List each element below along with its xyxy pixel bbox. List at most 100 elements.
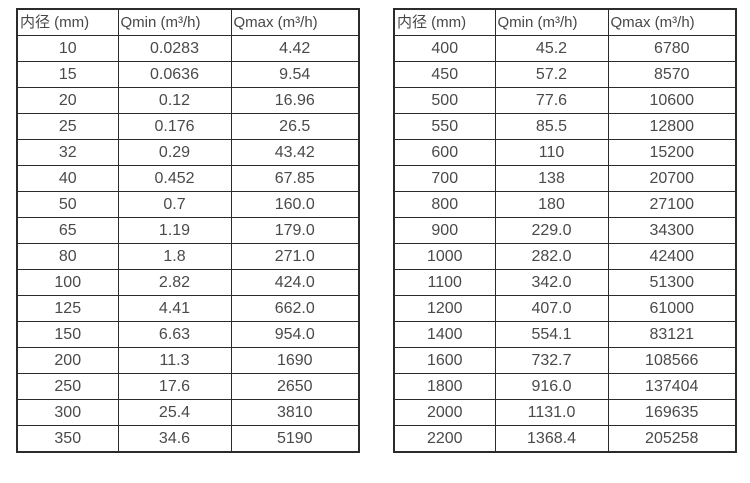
- table-cell: 300: [16, 399, 119, 426]
- table-cell: 1200: [393, 295, 496, 322]
- table-row: 1800 916.0 137404: [393, 373, 737, 400]
- table-cell: 25: [16, 113, 119, 140]
- table-cell: 1400: [393, 321, 496, 348]
- table-cell: 700: [393, 165, 496, 192]
- table-row: 350 34.6 5190: [16, 425, 360, 453]
- table-cell: 85.5: [494, 113, 609, 140]
- table-cell: 550: [393, 113, 496, 140]
- table-cell: 16.96: [230, 87, 360, 114]
- table-cell: 65: [16, 217, 119, 244]
- header-qmax: Qmax (m³/h): [230, 8, 360, 36]
- table-row: 1400 554.1 83121: [393, 321, 737, 348]
- table-cell: 424.0: [230, 269, 360, 296]
- table-row: 20 0.12 16.96: [16, 87, 360, 114]
- flow-table-right: 内径 (mm) Qmin (m³/h) Qmax (m³/h) 400 45.2 6…: [393, 8, 737, 453]
- table-row: 80 1.8 271.0: [16, 243, 360, 270]
- flow-table-left-header: 内径 (mm) Qmin (m³/h) Qmax (m³/h): [16, 8, 360, 36]
- table-cell: 4.42: [230, 35, 360, 62]
- table-cell: 900: [393, 217, 496, 244]
- table-cell: 51300: [607, 269, 737, 296]
- flow-table-left: 内径 (mm) Qmin (m³/h) Qmax (m³/h) 10 0.0283…: [16, 8, 360, 453]
- table-cell: 916.0: [494, 373, 609, 400]
- table-cell: 26.5: [230, 113, 360, 140]
- table-cell: 15: [16, 61, 119, 88]
- table-cell: 67.85: [230, 165, 360, 192]
- table-cell: 80: [16, 243, 119, 270]
- table-row: 40 0.452 67.85: [16, 165, 360, 192]
- table-cell: 11.3: [117, 347, 232, 374]
- table-cell: 32: [16, 139, 119, 166]
- flow-table-right-body: 400 45.2 6780 450 57.2 8570 500 77.6 10600 550 85.…: [393, 35, 737, 453]
- table-row: 550 85.5 12800: [393, 113, 737, 140]
- table-cell: 1.19: [117, 217, 232, 244]
- table-cell: 1131.0: [494, 399, 609, 426]
- table-cell: 2.82: [117, 269, 232, 296]
- table-cell: 0.0283: [117, 35, 232, 62]
- table-cell: 500: [393, 87, 496, 114]
- table-cell: 800: [393, 191, 496, 218]
- table-cell: 350: [16, 425, 119, 453]
- table-cell: 342.0: [494, 269, 609, 296]
- table-cell: 0.0636: [117, 61, 232, 88]
- table-cell: 1690: [230, 347, 360, 374]
- table-cell: 250: [16, 373, 119, 400]
- table-cell: 205258: [607, 425, 737, 453]
- table-cell: 271.0: [230, 243, 360, 270]
- table-cell: 25.4: [117, 399, 232, 426]
- table-cell: 282.0: [494, 243, 609, 270]
- table-cell: 0.12: [117, 87, 232, 114]
- table-cell: 61000: [607, 295, 737, 322]
- table-cell: 179.0: [230, 217, 360, 244]
- table-cell: 400: [393, 35, 496, 62]
- table-cell: 229.0: [494, 217, 609, 244]
- table-cell: 15200: [607, 139, 737, 166]
- table-cell: 57.2: [494, 61, 609, 88]
- table-cell: 1000: [393, 243, 496, 270]
- table-cell: 6.63: [117, 321, 232, 348]
- table-row: 1200 407.0 61000: [393, 295, 737, 322]
- header-qmin: Qmin (m³/h): [494, 8, 609, 36]
- table-cell: 110: [494, 139, 609, 166]
- table-row: 800 180 27100: [393, 191, 737, 218]
- table-cell: 954.0: [230, 321, 360, 348]
- table-row: 50 0.7 160.0: [16, 191, 360, 218]
- table-cell: 10: [16, 35, 119, 62]
- table-row: 600 110 15200: [393, 139, 737, 166]
- table-cell: 732.7: [494, 347, 609, 374]
- table-cell: 1800: [393, 373, 496, 400]
- table-row: 900 229.0 34300: [393, 217, 737, 244]
- table-cell: 450: [393, 61, 496, 88]
- table-row: 32 0.29 43.42: [16, 139, 360, 166]
- table-row: 10 0.0283 4.42: [16, 35, 360, 62]
- header-diameter: 内径 (mm): [16, 8, 119, 36]
- table-cell: 43.42: [230, 139, 360, 166]
- header-row: 内径 (mm) Qmin (m³/h) Qmax (m³/h): [393, 8, 737, 36]
- table-row: 400 45.2 6780: [393, 35, 737, 62]
- header-qmin: Qmin (m³/h): [117, 8, 232, 36]
- table-cell: 77.6: [494, 87, 609, 114]
- table-cell: 180: [494, 191, 609, 218]
- table-cell: 3810: [230, 399, 360, 426]
- table-cell: 1368.4: [494, 425, 609, 453]
- table-cell: 0.29: [117, 139, 232, 166]
- table-cell: 1.8: [117, 243, 232, 270]
- table-row: 100 2.82 424.0: [16, 269, 360, 296]
- table-cell: 9.54: [230, 61, 360, 88]
- table-cell: 2000: [393, 399, 496, 426]
- table-cell: 407.0: [494, 295, 609, 322]
- table-cell: 34.6: [117, 425, 232, 453]
- table-cell: 10600: [607, 87, 737, 114]
- table-row: 2000 1131.0 169635: [393, 399, 737, 426]
- table-row: 1600 732.7 108566: [393, 347, 737, 374]
- table-cell: 554.1: [494, 321, 609, 348]
- table-cell: 45.2: [494, 35, 609, 62]
- header-qmax: Qmax (m³/h): [607, 8, 737, 36]
- flow-table-left-body: 10 0.0283 4.42 15 0.0636 9.54 20 0.12 16.96 25 0.1…: [16, 35, 360, 453]
- table-cell: 100: [16, 269, 119, 296]
- table-cell: 160.0: [230, 191, 360, 218]
- table-cell: 662.0: [230, 295, 360, 322]
- table-row: 700 138 20700: [393, 165, 737, 192]
- table-row: 2200 1368.4 205258: [393, 425, 737, 453]
- header-diameter: 内径 (mm): [393, 8, 496, 36]
- table-cell: 1100: [393, 269, 496, 296]
